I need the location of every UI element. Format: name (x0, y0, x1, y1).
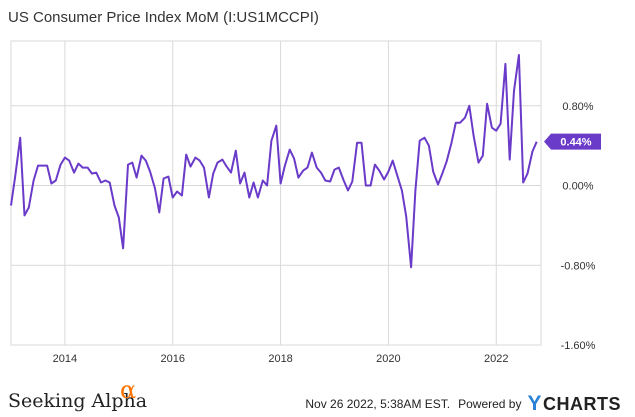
y-tick-label: 0.00% (562, 181, 593, 193)
x-tick-label: 2022 (484, 353, 508, 365)
last-value-badge (544, 133, 601, 150)
x-tick-label: 2016 (161, 353, 185, 365)
x-tick-label: 2014 (53, 353, 77, 365)
alpha-symbol-icon: α (120, 376, 137, 404)
x-tick-label: 2018 (268, 353, 292, 365)
chart-title: US Consumer Price Index MoM (I:US1MCCPI) (8, 9, 319, 26)
last-value-label-layer: 0.44% (544, 133, 601, 150)
ycharts-logo[interactable]: Y CHARTS (527, 392, 621, 416)
grid-layer (11, 41, 541, 346)
chart-footer: Nov 26 2022, 5:38AM EST. Powered by Y CH… (305, 392, 621, 416)
timestamp: Nov 26 2022, 5:38AM EST. (305, 397, 451, 411)
chart-canvas: 2014 2016 2018 2020 2022 0.80% 0.00% -0.80% -1.… (10, 40, 601, 365)
y-tick-label: -0.80% (561, 260, 596, 272)
y-axis-ticks: 0.80% 0.00% -0.80% -1.60% (561, 101, 596, 352)
ycharts-wordmark: CHARTS (543, 393, 621, 414)
last-value-label: 0.44% (560, 137, 591, 149)
powered-by-text: Powered by (458, 397, 522, 411)
y-tick-label: 0.80% (562, 101, 593, 113)
x-tick-label: 2020 (376, 353, 400, 365)
y-tick-label: -1.60% (561, 340, 596, 352)
series-layer (10, 54, 538, 269)
series-line (10, 54, 538, 269)
ycharts-y-icon: Y (527, 392, 542, 415)
seeking-alpha-wordmark: Seeking Alpha (8, 390, 148, 412)
plot-border (10, 40, 542, 346)
x-axis-ticks: 2014 2016 2018 2020 2022 (53, 353, 509, 365)
